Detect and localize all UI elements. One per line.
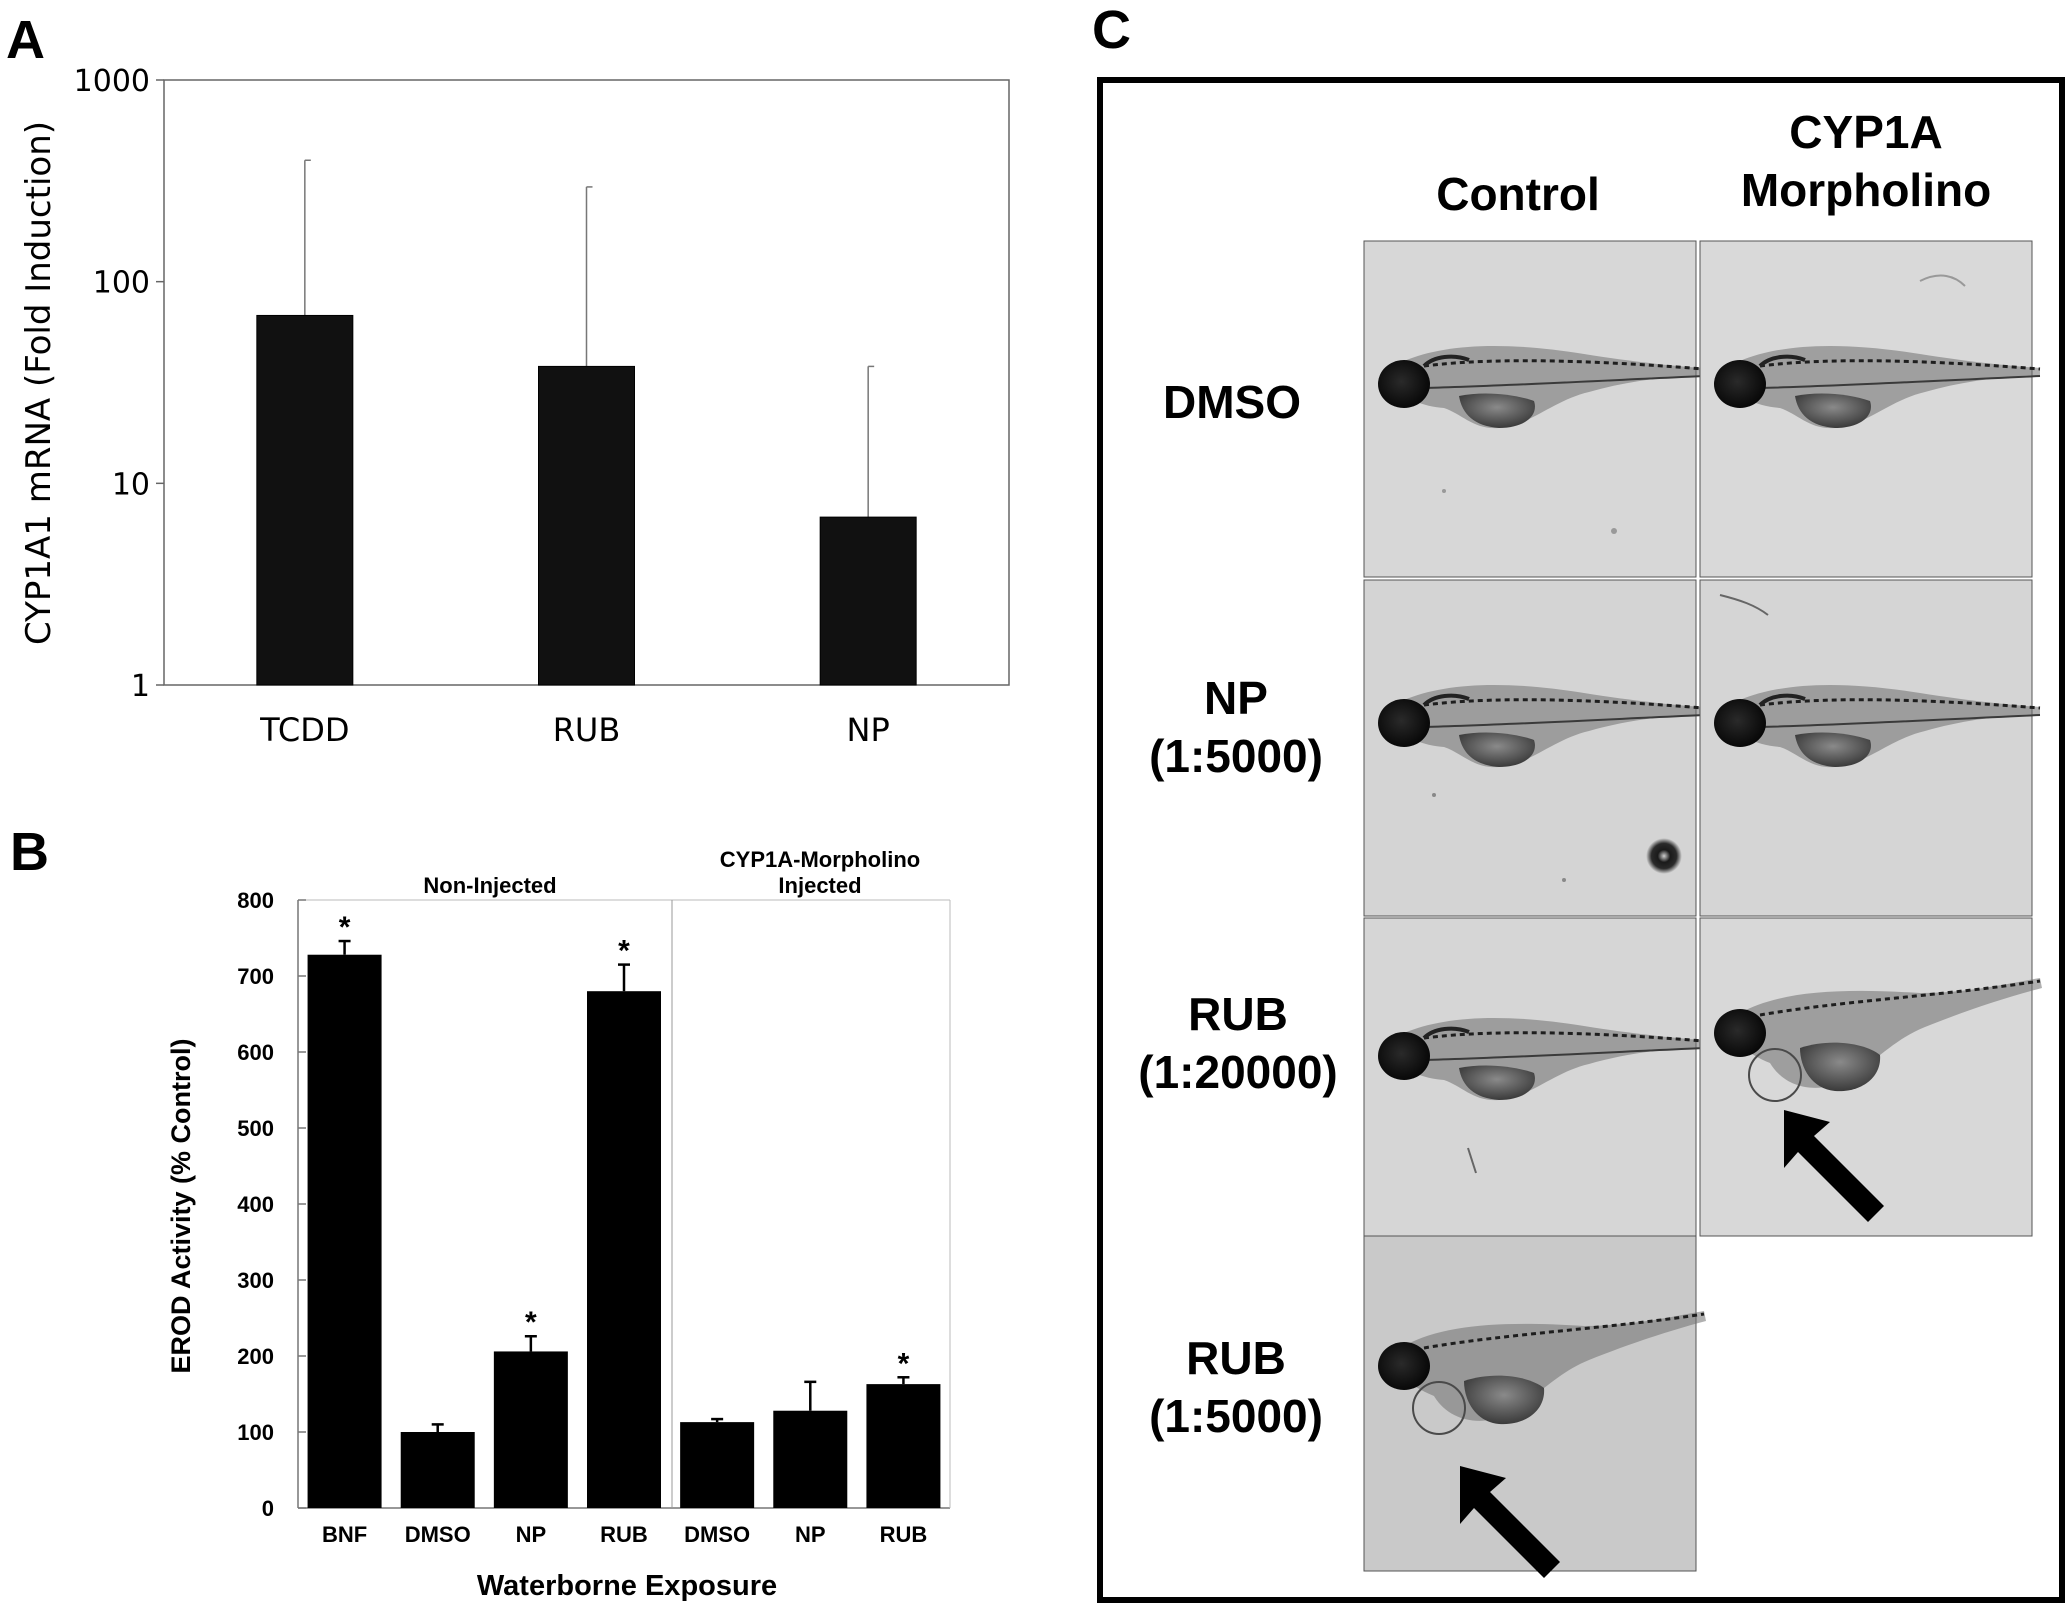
chart-b-y-tick-label: 0 [262, 1496, 274, 1521]
panel-label-a: A [6, 10, 45, 70]
row-label-rub-20000-line2: (1:20000) [1138, 1046, 1337, 1098]
chart-a-bar [538, 365, 635, 686]
panel-label-c: C [1092, 0, 1131, 60]
panel-c-image-grid: Control CYP1A Morpholino DMSO NP (1:5000… [1097, 77, 2065, 1603]
chart-a-bar [256, 314, 354, 686]
chart-b-y-axis-label: EROD Activity (% Control) [166, 1038, 196, 1373]
panel-c-frame [1097, 77, 2065, 1603]
row-label-np-line2: (1:5000) [1149, 730, 1323, 782]
chart-b-bar [587, 991, 661, 1508]
chart-a-y-axis-label: CYP1A1 mRNA (Fold Induction) [19, 121, 59, 645]
row-label-rub-5000-line2: (1:5000) [1149, 1390, 1323, 1442]
chart-b-bar [493, 1351, 568, 1508]
chart-b-y-tick-label: 400 [237, 1192, 274, 1217]
image-control-rub-20000 [1363, 917, 1706, 1237]
image-control-np [1363, 579, 1706, 917]
col-header-morpholino-line2: Morpholino [1741, 164, 1991, 216]
chart-b-y-tick-label: 100 [237, 1420, 274, 1445]
chart-b: EROD Activity (% Control) Waterborne Exp… [166, 847, 951, 1602]
chart-b-y-tick-label: 500 [237, 1116, 274, 1141]
image-morpholino-dmso [1699, 240, 2042, 578]
chart-a-x-tick-label: TCDD [259, 711, 349, 749]
chart-a-x-tick-label: NP [847, 711, 890, 749]
chart-b-significance-marker: * [339, 911, 351, 944]
chart-b-x-axis-label: Waterborne Exposure [477, 1570, 777, 1602]
chart-b-bar [680, 1422, 755, 1508]
chart-b-x-tick-label: NP [516, 1522, 547, 1547]
chart-a-y-tick-label: 100 [93, 266, 150, 301]
chart-b-x-tick-label: NP [795, 1522, 826, 1547]
chart-b-bar [773, 1410, 848, 1508]
chart-b-bar [307, 954, 382, 1508]
chart-b-bar [400, 1432, 475, 1508]
chart-b-group-label-morpholino-line2: Injected [778, 873, 861, 898]
chart-a-y-tick-label: 10 [112, 467, 150, 502]
chart-b-y-tick-label: 700 [237, 964, 274, 989]
chart-b-x-tick-label: BNF [322, 1522, 367, 1547]
panel-label-b: B [10, 822, 49, 882]
chart-a-y-tick-label: 1 [131, 669, 150, 704]
image-morpholino-rub-20000 [1699, 917, 2044, 1237]
chart-b-x-tick-label: DMSO [684, 1522, 750, 1547]
image-control-dmso [1363, 240, 1706, 578]
chart-b-group-label-non-injected: Non-Injected [423, 873, 556, 898]
row-label-dmso: DMSO [1163, 376, 1301, 428]
chart-a-y-tick-label: 1000 [74, 64, 150, 99]
chart-b-significance-marker: * [618, 935, 630, 968]
chart-b-bar [866, 1384, 941, 1508]
image-morpholino-np [1699, 579, 2042, 917]
chart-b-significance-marker: * [898, 1347, 910, 1380]
chart-a-x-tick-label: RUB [553, 711, 621, 749]
chart-b-x-tick-label: RUB [880, 1522, 928, 1547]
chart-b-x-tick-label: DMSO [405, 1522, 471, 1547]
chart-b-y-tick-label: 300 [237, 1268, 274, 1293]
chart-b-group-label-morpholino-line1: CYP1A-Morpholino [720, 847, 920, 872]
chart-a-bar [819, 516, 917, 686]
chart-b-y-tick-label: 200 [237, 1344, 274, 1369]
chart-b-y-tick-label: 800 [237, 888, 274, 913]
row-label-rub-5000-line1: RUB [1186, 1332, 1286, 1384]
chart-a: CYP1A1 mRNA (Fold Induction) 1101001000 … [19, 64, 1010, 749]
col-header-morpholino-line1: CYP1A [1789, 106, 1942, 158]
chart-b-x-tick-label: RUB [600, 1522, 648, 1547]
image-control-rub-5000 [1363, 1235, 1708, 1572]
col-header-control: Control [1436, 168, 1600, 220]
chart-b-y-tick-label: 600 [237, 1040, 274, 1065]
chart-b-significance-marker: * [525, 1306, 537, 1339]
row-label-rub-20000-line1: RUB [1188, 988, 1288, 1040]
row-label-np-line1: NP [1204, 672, 1268, 724]
